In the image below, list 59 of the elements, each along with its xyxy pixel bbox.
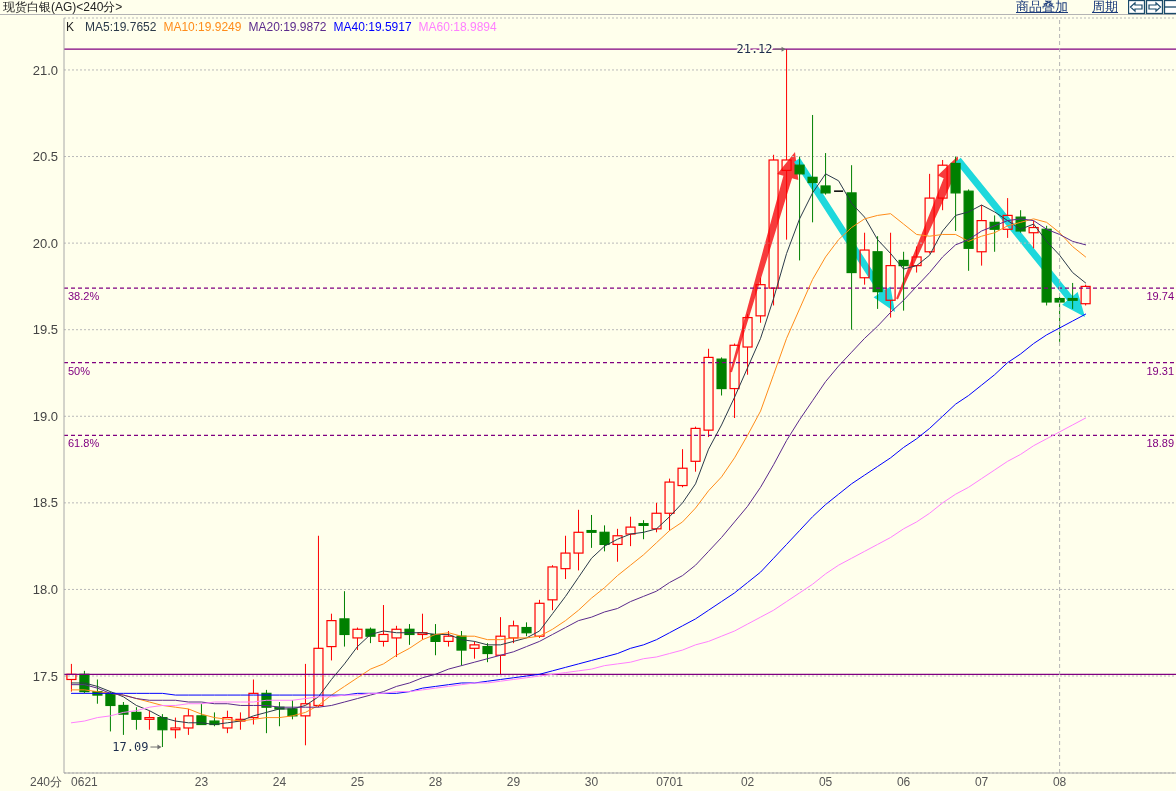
candlestick [846, 164, 857, 331]
chart-title: 现货白银(AG)<240分> [3, 0, 123, 14]
y-tick-label: 19.0 [32, 408, 58, 424]
candlestick [742, 313, 753, 376]
x-tick-label: 08 [1052, 774, 1067, 789]
candlestick [378, 604, 389, 648]
x-tick-label: 06 [896, 774, 911, 789]
annotation: 38.2% [68, 290, 100, 303]
x-tick-label: 28 [428, 774, 443, 789]
x-tick-label: 29 [506, 774, 521, 789]
annotation: 18.89 [1146, 437, 1174, 450]
x-tick-label: 0621 [71, 774, 99, 789]
y-tick-label: 19.5 [32, 322, 58, 338]
candlestick [859, 232, 870, 286]
text: MA5:19.7652 [85, 19, 157, 35]
text: MA20:19.9872 [248, 19, 327, 35]
y-tick-label: 20.0 [32, 235, 58, 251]
x-tick-label: 02 [740, 774, 755, 789]
candlestick [157, 713, 168, 748]
annotation: 50% [68, 364, 91, 377]
candlestick [924, 173, 935, 254]
y-tick-label: 21.0 [32, 62, 58, 78]
candlestick [807, 114, 818, 223]
annotation: 17.09 [112, 740, 149, 755]
y-tick-label: 20.5 [32, 149, 58, 165]
y-tick-label: 17.5 [32, 668, 58, 684]
line-series [70, 417, 1087, 724]
y-tick-label: 18.0 [32, 582, 58, 598]
legend-title: K [66, 19, 75, 35]
text: MA40:19.5917 [333, 19, 412, 35]
x-tick-label: 25 [350, 774, 365, 789]
x-tick-label: 05 [818, 774, 833, 789]
candlestick [586, 514, 597, 549]
candlestick [300, 663, 311, 746]
x-tick-label: 07 [974, 774, 989, 789]
annotation: 61.8% [68, 437, 100, 450]
x-tick-label: 0701 [656, 774, 684, 789]
annotation: 19.31 [1146, 364, 1174, 377]
text: 商品叠加 [1016, 0, 1068, 14]
candlestick [573, 509, 584, 571]
text: MA10:19.9249 [163, 19, 242, 35]
candlestick [885, 232, 896, 319]
annotation: 19.74 [1146, 290, 1174, 303]
candlestick [339, 590, 350, 648]
candlestick [560, 535, 571, 580]
text: MA60:18.9894 [418, 19, 497, 35]
candlestick [521, 621, 532, 637]
candlestick [495, 616, 506, 675]
candlestick [391, 625, 402, 658]
y-tick-label: 18.5 [32, 495, 58, 511]
candlestick [963, 188, 974, 272]
candlestick [911, 246, 922, 274]
candlestick [937, 159, 948, 211]
text: 周期 [1092, 0, 1118, 14]
x-tick-label: 23 [194, 774, 209, 789]
x-tick-label: 24 [272, 774, 287, 789]
x-axis-title: 240分 [30, 775, 63, 790]
candlestick [625, 516, 636, 547]
x-tick-label: 30 [584, 774, 599, 789]
